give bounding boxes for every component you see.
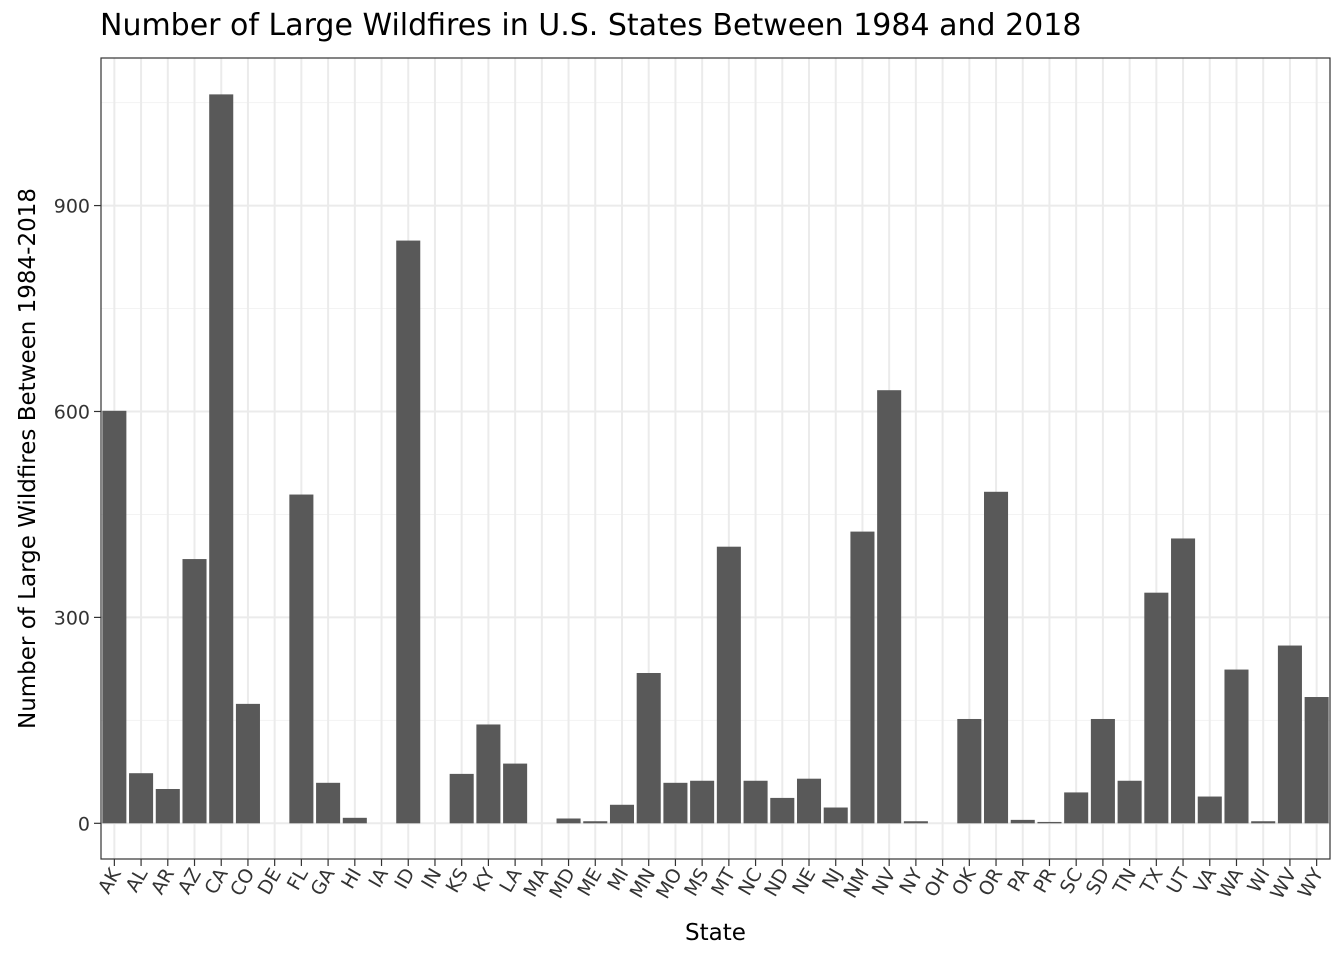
bar-or — [984, 491, 1009, 824]
bar-fl — [289, 494, 314, 824]
bar-ar — [155, 788, 180, 824]
bar-mo — [663, 782, 688, 824]
bars-layer — [102, 94, 1329, 824]
chart-title: Number of Large Wildfires in U.S. States… — [100, 8, 1081, 43]
x-tick-label: KS — [442, 865, 473, 897]
x-tick-label: NE — [788, 865, 820, 899]
bar-ny — [903, 821, 928, 824]
bar-wa — [1224, 669, 1249, 824]
x-tick-label: AZ — [174, 865, 206, 899]
x-tick-label: UT — [1163, 864, 1195, 897]
bar-md — [556, 818, 581, 824]
x-tick-label: NV — [868, 865, 901, 900]
bar-tn — [1117, 780, 1142, 824]
bar-wi — [1251, 821, 1276, 824]
x-tick-label: OK — [948, 864, 981, 899]
bar-va — [1197, 796, 1222, 824]
x-tick-label: ID — [390, 865, 419, 894]
bar-nv — [877, 390, 902, 824]
x-tick-label: MT — [707, 864, 740, 900]
y-tick-label: 300 — [54, 607, 90, 629]
y-tick-label: 600 — [54, 401, 90, 423]
x-tick-label: OH — [920, 865, 954, 901]
bar-nm — [850, 531, 875, 824]
bar-ok — [957, 718, 982, 824]
x-axis: AKALARAZCACODEFLGAHIIAIDINKSKYLAMAMDMEMI… — [94, 859, 1328, 903]
x-tick-label: ND — [760, 865, 793, 901]
x-tick-label: TX — [1136, 865, 1168, 898]
x-tick-label: AL — [122, 864, 153, 896]
bar-al — [129, 773, 154, 824]
x-tick-label: WV — [1266, 865, 1301, 904]
bar-ms — [690, 780, 715, 824]
x-tick-label: WY — [1294, 864, 1328, 902]
bar-wy — [1304, 697, 1329, 824]
bar-sd — [1090, 718, 1115, 824]
x-tick-label: AK — [94, 864, 126, 898]
x-tick-label: MA — [519, 864, 553, 900]
bar-mt — [716, 546, 741, 824]
x-tick-label: CO — [226, 865, 259, 900]
x-tick-label: WA — [1213, 865, 1247, 903]
bar-ne — [796, 778, 822, 824]
x-tick-label: AR — [147, 865, 179, 899]
x-tick-label: HI — [337, 865, 366, 893]
bar-mn — [636, 672, 661, 824]
x-tick-label: CA — [200, 864, 232, 898]
bar-la — [503, 763, 528, 824]
y-axis-title: Number of Large Wildfires Between 1984-2… — [15, 188, 41, 729]
x-tick-label: IA — [365, 865, 393, 892]
bar-ks — [449, 773, 474, 824]
x-tick-label: OR — [974, 865, 1007, 900]
bar-hi — [342, 817, 367, 824]
x-tick-label: SD — [1082, 865, 1114, 899]
x-tick-label: NY — [895, 864, 927, 898]
bar-co — [235, 703, 260, 824]
x-tick-label: DE — [254, 865, 286, 899]
bar-me — [583, 821, 608, 824]
bar-ak — [102, 410, 127, 824]
x-tick-label: GA — [307, 865, 340, 900]
bar-ca — [209, 94, 234, 824]
y-tick-label: 0 — [78, 813, 90, 835]
bar-tx — [1144, 592, 1169, 824]
x-tick-label: TN — [1108, 865, 1140, 899]
x-tick-label: IN — [417, 865, 446, 893]
x-tick-label: NC — [734, 865, 767, 900]
bar-sc — [1064, 792, 1089, 824]
bar-mi — [609, 804, 635, 824]
bar-wv — [1277, 645, 1302, 824]
bar-ga — [316, 782, 341, 824]
x-tick-label: MS — [680, 865, 713, 901]
y-tick-label: 900 — [54, 196, 90, 218]
panel-border — [100, 57, 1331, 860]
x-tick-label: MO — [652, 865, 687, 903]
y-axis: 0 300 600 900 — [54, 196, 101, 835]
x-axis-title: State — [685, 920, 746, 946]
bar-az — [182, 559, 207, 824]
x-tick-label: MD — [545, 865, 580, 903]
bar-ut — [1171, 538, 1196, 824]
x-tick-label: KY — [469, 864, 500, 896]
bar-nd — [770, 797, 795, 824]
x-tick-label: PA — [1003, 865, 1034, 896]
x-tick-label: MN — [626, 865, 660, 903]
bar-nc — [743, 780, 768, 824]
bar-nj — [823, 807, 848, 824]
x-tick-label: NM — [839, 865, 873, 903]
bar-pa — [1010, 819, 1035, 824]
bar-pr — [1037, 821, 1062, 824]
x-tick-label: ME — [573, 865, 606, 901]
x-tick-label: SC — [1056, 865, 1088, 898]
bar-id — [396, 240, 421, 824]
x-tick-label: PR — [1029, 865, 1060, 897]
bar-ky — [476, 724, 501, 824]
